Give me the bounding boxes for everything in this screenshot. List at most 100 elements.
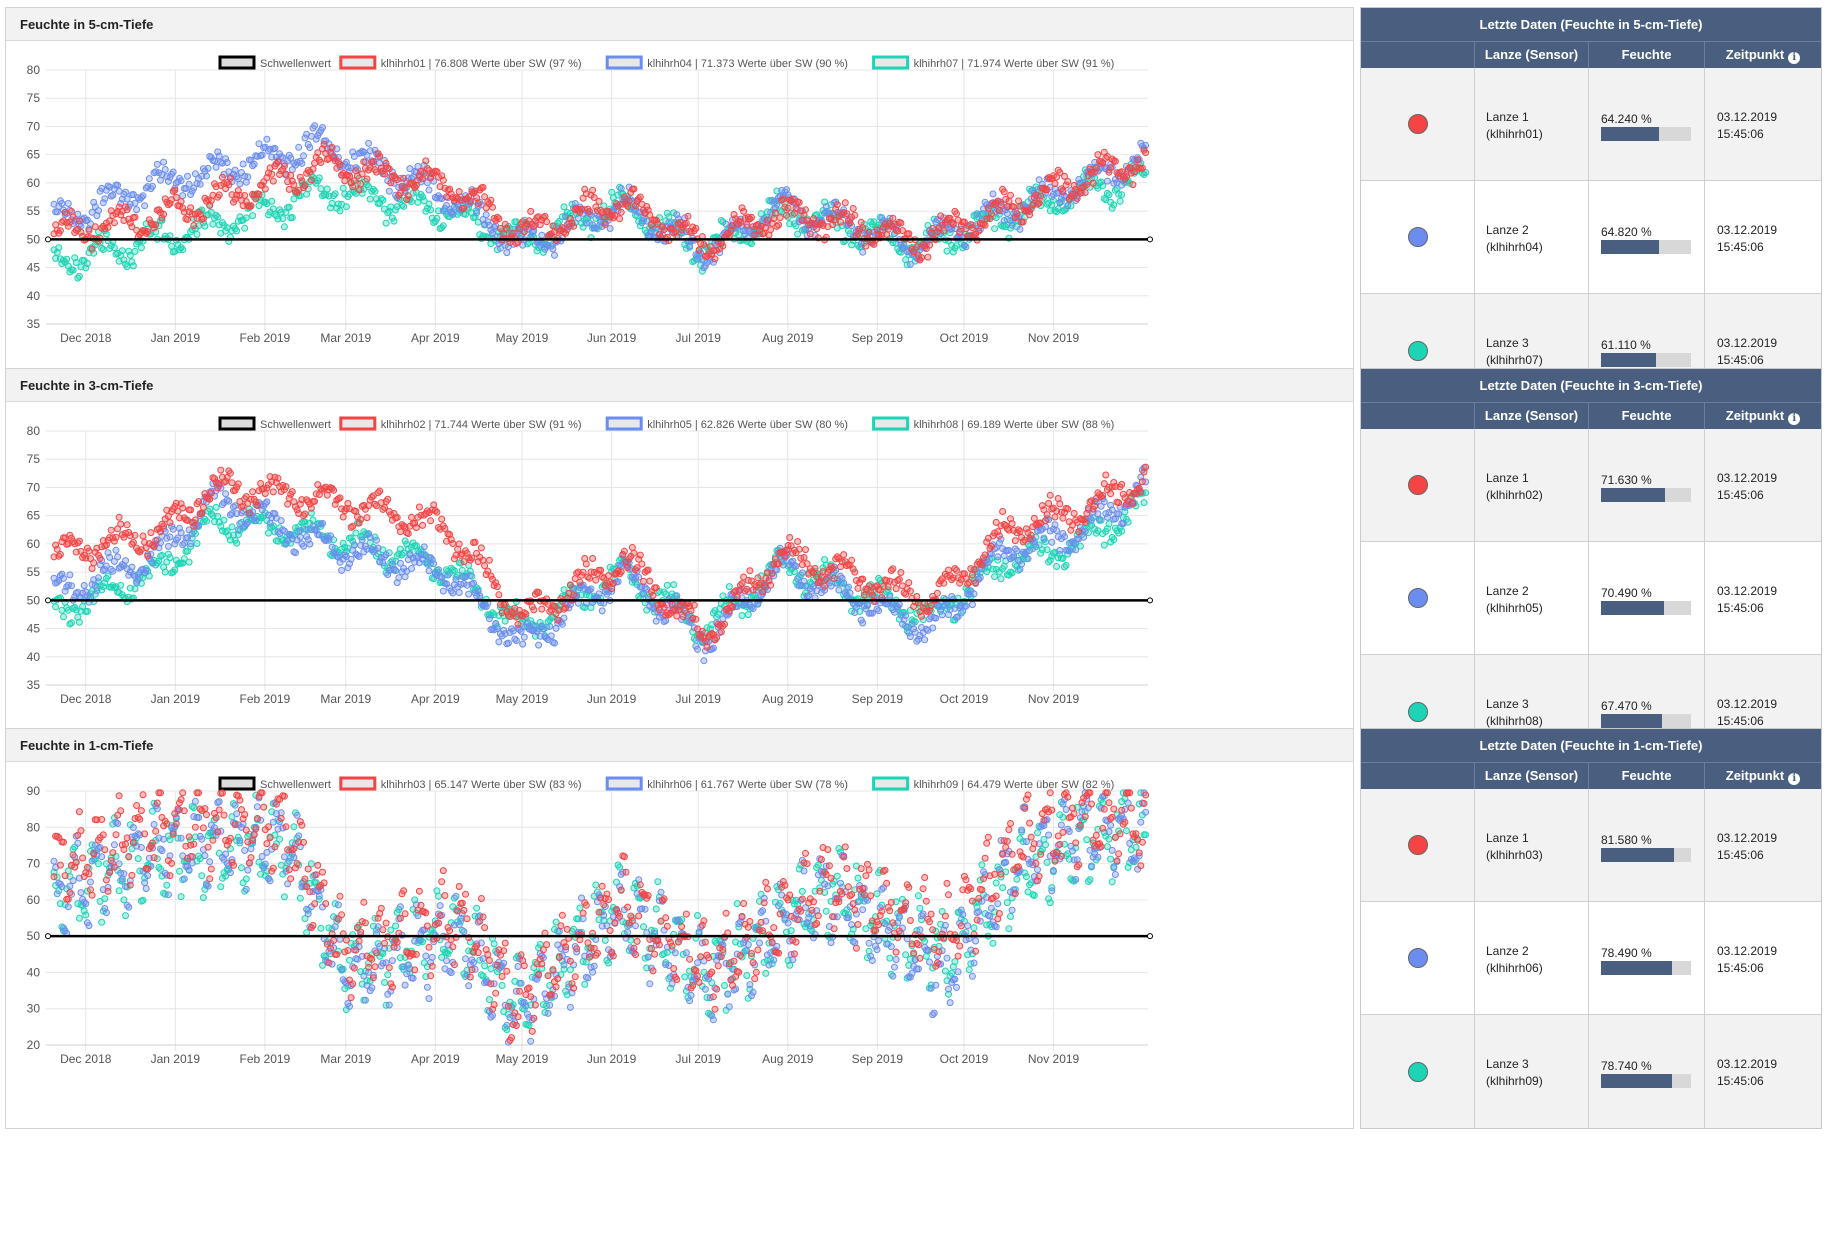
legend-item-series[interactable]: klhihrh04 | 71.373 Werte über SW (90 %) xyxy=(605,55,848,70)
data-point xyxy=(1040,534,1048,542)
data-point xyxy=(126,219,134,227)
data-point xyxy=(296,894,304,902)
chart-title: Feuchte in 3-cm-Tiefe xyxy=(6,369,1353,402)
data-point xyxy=(984,204,992,212)
zeitpunkt-cell: 03.12.2019 15:45:06 xyxy=(1705,429,1821,541)
data-point xyxy=(1053,527,1061,534)
data-point xyxy=(1024,555,1032,563)
data-point xyxy=(212,503,220,511)
header-zeitpunkt[interactable]: Zeitpunkt i xyxy=(1705,403,1821,429)
data-point xyxy=(616,215,624,223)
data-point xyxy=(984,558,992,566)
feuchte-cell: 61.110 % xyxy=(1589,294,1705,407)
data-point xyxy=(134,855,142,863)
x-tick-label: Feb 2019 xyxy=(240,692,291,706)
data-point xyxy=(973,210,981,218)
data-point xyxy=(93,212,101,220)
x-tick-label: Sep 2019 xyxy=(852,692,904,706)
data-point xyxy=(203,172,210,180)
data-point xyxy=(703,643,711,651)
data-point xyxy=(981,221,989,229)
data-point xyxy=(851,568,859,576)
header-feuchte[interactable]: Feuchte xyxy=(1589,42,1705,68)
series-color-dot xyxy=(1407,114,1428,134)
data-point xyxy=(211,475,218,483)
lanze-cell: Lanze 3 (klhihrh07) xyxy=(1475,294,1589,407)
data-point xyxy=(233,227,241,235)
legend-swatch xyxy=(872,776,910,791)
legend-item-series[interactable]: klhihrh03 | 65.147 Werte über SW (83 %) xyxy=(339,776,582,791)
data-point xyxy=(439,176,447,184)
legend-item-series[interactable]: klhihrh09 | 64.479 Werte über SW (82 %) xyxy=(872,776,1115,791)
data-point xyxy=(477,544,485,552)
legend-item-series[interactable]: klhihrh01 | 76.808 Werte über SW (97 %) xyxy=(339,55,582,70)
info-icon[interactable]: i xyxy=(1788,413,1801,425)
data-point xyxy=(88,208,96,216)
data-point xyxy=(161,166,169,173)
legend-swatch xyxy=(339,776,377,791)
data-point xyxy=(455,540,463,548)
data-point xyxy=(201,222,209,230)
legend-item-series[interactable]: klhihrh07 | 71.974 Werte über SW (91 %) xyxy=(872,55,1115,70)
data-point xyxy=(938,611,946,619)
data-point xyxy=(546,622,554,630)
legend-item-series[interactable]: klhihrh02 | 71.744 Werte über SW (91 %) xyxy=(339,416,582,431)
legend-item-series[interactable]: klhihrh05 | 62.826 Werte über SW (80 %) xyxy=(605,416,848,431)
data-point xyxy=(595,197,603,205)
x-tick-label: Jun 2019 xyxy=(587,692,637,706)
data-point xyxy=(1118,191,1126,199)
data-point xyxy=(301,134,309,142)
data-point xyxy=(482,211,490,219)
header-lanze[interactable]: Lanze (Sensor) xyxy=(1475,42,1589,68)
data-point xyxy=(673,612,681,620)
header-zeitpunkt[interactable]: Zeitpunkt i xyxy=(1705,42,1821,68)
data-point xyxy=(274,158,282,166)
data-point xyxy=(692,642,700,650)
data-point xyxy=(455,589,463,596)
x-tick-label: Jul 2019 xyxy=(676,331,722,345)
lanze-name: Lanze 1 xyxy=(1486,471,1529,485)
data-point xyxy=(784,204,792,212)
data-point xyxy=(589,186,597,194)
data-point xyxy=(290,498,298,506)
data-point xyxy=(674,215,682,223)
data-point xyxy=(317,924,325,932)
legend-item-threshold[interactable]: Schwellenwert xyxy=(218,55,331,70)
data-point xyxy=(994,553,1002,561)
data-point xyxy=(775,560,782,568)
data-point xyxy=(236,180,244,188)
data-point xyxy=(972,579,980,587)
header-lanze[interactable]: Lanze (Sensor) xyxy=(1475,403,1589,429)
data-point xyxy=(652,584,660,592)
data-point xyxy=(331,190,339,198)
data-point xyxy=(473,209,481,217)
table-title: Letzte Daten (Feuchte in 5-cm-Tiefe) xyxy=(1361,8,1821,41)
data-point xyxy=(430,560,438,568)
data-point xyxy=(633,564,641,572)
legend-item-threshold[interactable]: Schwellenwert xyxy=(218,776,331,791)
color-cell xyxy=(1361,68,1475,180)
data-point xyxy=(393,176,401,184)
sensor-id: (klhihrh08) xyxy=(1486,714,1543,728)
data-point xyxy=(452,576,460,584)
legend-item-series[interactable]: klhihrh08 | 69.189 Werte über SW (88 %) xyxy=(872,416,1115,431)
data-point xyxy=(425,200,433,208)
data-point xyxy=(222,490,230,498)
data-point xyxy=(449,540,457,547)
data-point xyxy=(910,625,918,633)
legend-item-threshold[interactable]: Schwellenwert xyxy=(218,416,331,431)
data-point xyxy=(466,572,474,579)
data-point xyxy=(1053,563,1061,570)
info-icon[interactable]: i xyxy=(1788,52,1801,64)
data-point xyxy=(277,517,285,525)
data-point xyxy=(476,592,484,600)
data-point xyxy=(1092,164,1100,172)
data-point xyxy=(940,579,948,587)
data-point xyxy=(460,558,468,566)
data-point xyxy=(729,603,736,611)
data-point xyxy=(339,513,347,521)
legend-item-series[interactable]: klhihrh06 | 61.767 Werte über SW (78 %) xyxy=(605,776,848,791)
data-point xyxy=(320,140,328,148)
header-feuchte[interactable]: Feuchte xyxy=(1589,403,1705,429)
